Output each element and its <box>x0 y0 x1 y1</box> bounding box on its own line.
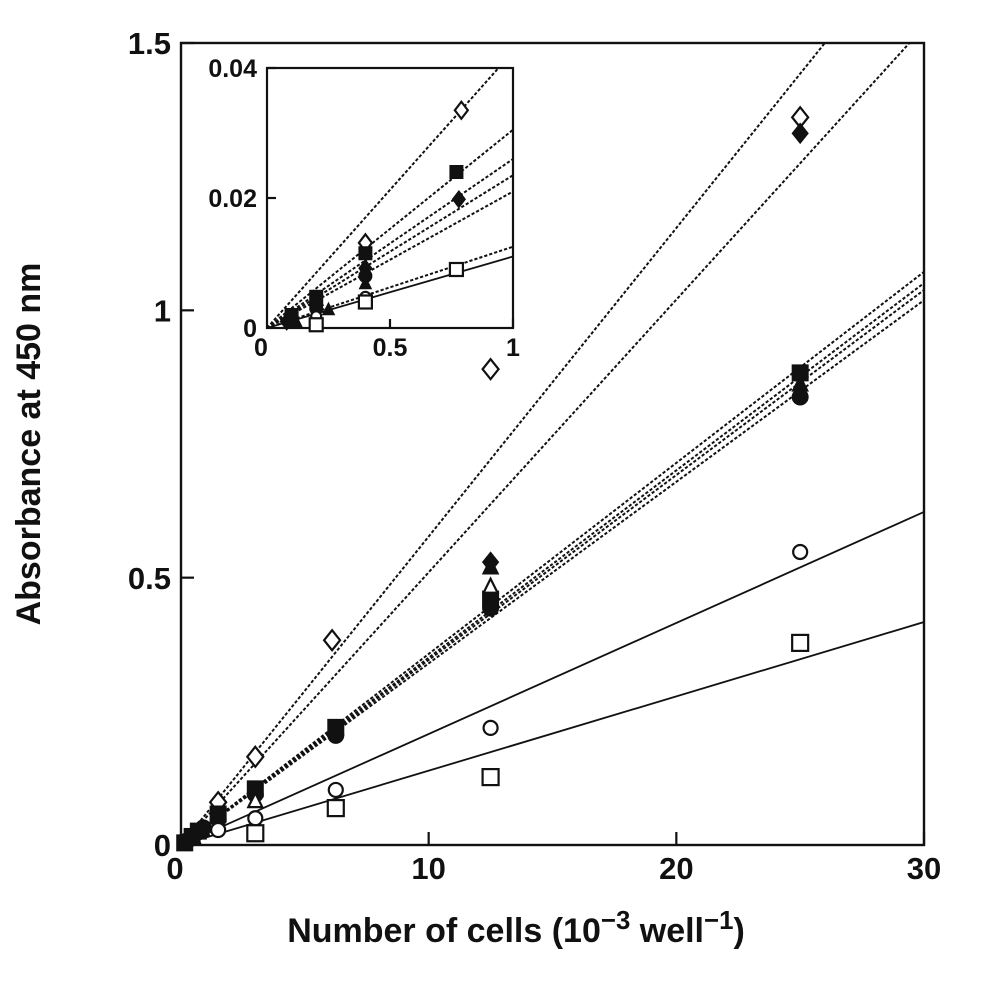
main-fit-line-open-circle <box>181 511 924 845</box>
marker-filled-triangle <box>481 556 500 575</box>
marker-open-diamond <box>453 99 470 121</box>
marker-open-circle <box>792 543 809 561</box>
marker-open-circle <box>482 719 499 737</box>
marker-filled-circle <box>194 819 212 837</box>
inset-fit-line-open-diamond <box>267 68 500 328</box>
marker-filled-square <box>358 246 373 261</box>
inset-fit-line-filled-square <box>267 128 513 328</box>
marker-open-square <box>246 824 265 843</box>
marker-filled-circle <box>327 726 345 744</box>
main-x-tick-label: 10 <box>411 851 445 886</box>
marker-open-triangle <box>481 576 500 594</box>
inset-x-tick-label: 0 <box>254 334 268 362</box>
marker-open-square <box>448 261 465 278</box>
main-y-tick-label: 1 <box>154 293 171 328</box>
main-y-tick-label: 0.5 <box>128 561 171 596</box>
main-fit-line-open-diamond <box>181 43 827 845</box>
marker-filled-circle <box>482 599 500 617</box>
main-x-tick-label: 0 <box>166 851 183 886</box>
marker-open-square <box>481 767 500 787</box>
inset-fit-line-filled-circle <box>267 174 513 328</box>
main-fit-line-filled-diamond <box>181 43 911 845</box>
inset-x-tick-label: 0.5 <box>373 334 408 362</box>
marker-open-diamond <box>481 357 500 381</box>
marker-filled-triangle <box>321 301 336 316</box>
marker-open-diamond <box>245 745 265 769</box>
inset-y-tick-label: 0.02 <box>208 185 257 213</box>
inset-y-tick-label: 0.04 <box>208 55 257 83</box>
main-fit-line-filled-circle <box>181 289 924 845</box>
marker-open-square <box>791 633 810 652</box>
main-fit-line-open-triangle <box>181 299 924 845</box>
main-y-tick-label: 1.5 <box>128 26 171 61</box>
marker-filled-circle <box>791 388 809 406</box>
inset-x-tick-label: 1 <box>506 334 520 362</box>
main-fit-line-open-square <box>181 621 924 845</box>
marker-open-square <box>326 799 345 818</box>
marker-filled-diamond <box>791 122 809 145</box>
main-y-axis-title: Absorbance at 450 nm <box>10 263 48 626</box>
main-x-axis-title: Number of cells (10−3 well−1) <box>287 907 745 950</box>
marker-filled-square <box>449 165 464 179</box>
marker-filled-diamond <box>451 189 467 209</box>
inset-chart: 0 0.5 1 0 0.02 0.04 <box>208 55 520 362</box>
inset-y-tick-label: 0 <box>243 315 257 343</box>
marker-open-circle <box>210 821 227 839</box>
marker-open-square <box>357 294 373 310</box>
marker-open-triangle <box>246 790 265 809</box>
marker-open-square <box>308 317 324 333</box>
marker-open-diamond <box>322 628 342 652</box>
marker-filled-triangle <box>358 275 373 290</box>
inset-plot-border <box>265 66 515 330</box>
main-y-tick-label: 0 <box>154 828 171 863</box>
inset-fit-line-filled-diamond <box>267 158 513 328</box>
inset-fit-line-open-circle <box>267 245 513 328</box>
marker-open-circle <box>327 781 344 799</box>
main-x-tick-label: 20 <box>659 851 693 886</box>
marker-filled-circle <box>178 832 196 850</box>
marker-filled-triangle <box>289 314 304 329</box>
inset-fit-line-open-square <box>267 255 513 328</box>
main-x-tick-label: 30 <box>907 851 941 886</box>
marker-open-circle <box>247 810 264 827</box>
inset-fit-line-filled-triangle <box>267 190 513 328</box>
